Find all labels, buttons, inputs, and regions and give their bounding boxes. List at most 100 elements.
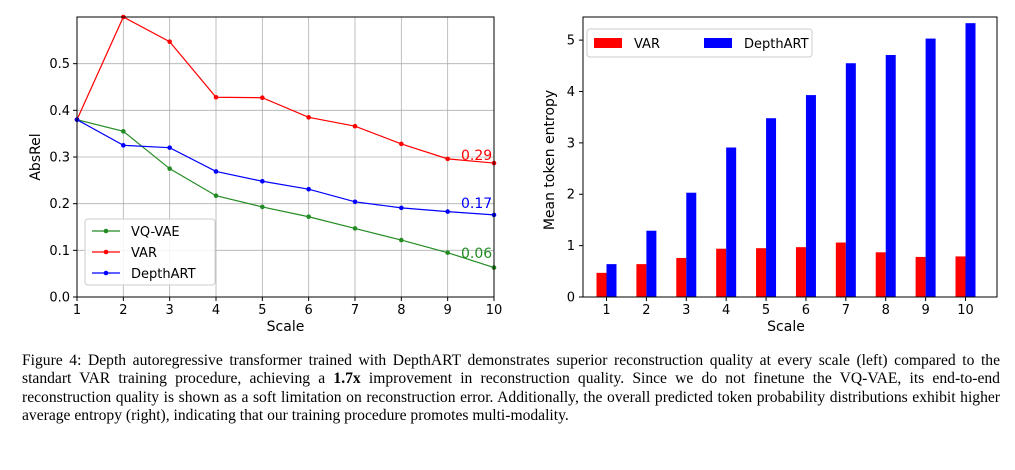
bar [845,63,856,298]
bar [925,38,936,298]
data-point [213,94,219,100]
y-tick-label: 3 [567,136,575,151]
bar [915,256,926,297]
data-point [306,115,311,120]
legend-label: VAR [131,246,157,261]
series-line [76,119,495,216]
x-tick-label: 1 [73,303,81,318]
y-tick-label: 0.2 [49,197,70,212]
bar [835,242,846,297]
annotation-label: 0.06 [461,246,492,262]
bar [646,230,657,297]
x-tick-label: 3 [166,303,174,318]
legend-box [84,218,216,286]
y-tick-label: 4 [567,85,575,100]
bar [875,252,886,297]
data-point [352,123,358,129]
bar [636,264,647,297]
data-point [213,169,219,174]
data-point [399,141,404,147]
data-point [445,156,450,162]
x-tick-label: 9 [921,303,929,318]
caption-text-start: Depth autoregressive transformer trained… [22,352,1000,388]
y-tick-label: 0.5 [49,57,70,72]
data-point [121,129,126,134]
bar [965,23,976,298]
bar [756,248,767,297]
annotation-label: 0.17 [461,196,492,212]
series-line [76,16,495,164]
plot-frame [582,16,998,298]
x-tick-label: 10 [486,303,503,318]
figure-canvas: 1 2 3 4 5 6 7 8 9 100.00.10.20.30.40.5ScaleAbsRel… [28,14,998,335]
bar [885,55,896,298]
series-line [76,119,495,269]
y-tick-label: 0.3 [49,151,70,166]
x-tick-label: 4 [722,303,730,318]
legend-swatch-marker [103,249,109,255]
x-axis-label: Scale [267,319,305,335]
bar [686,192,697,297]
y-tick-label: 5 [567,34,575,49]
data-point [399,237,404,243]
x-tick-label: 9 [444,303,452,318]
caption-text-end: improvement in reconstruction quality. S… [22,370,1000,424]
x-tick-label: 5 [258,303,266,318]
y-tick-label: 1 [567,239,575,254]
x-tick-label: 8 [397,303,405,318]
y-axis-label: Mean token entropy [542,90,558,230]
legend-swatch [594,38,622,48]
caption-bold-value: 1.7x [333,370,361,388]
bar [676,257,687,297]
bar [606,264,617,297]
bar [596,272,607,297]
legend-swatch-marker [103,228,109,234]
data-point [121,143,126,148]
data-point [306,214,311,220]
legend-label: DepthART [744,37,809,52]
bar [766,118,777,298]
x-tick-label: 7 [351,303,359,318]
data-point [260,204,265,210]
data-point [167,145,172,150]
x-tick-label: 6 [802,303,810,318]
y-tick-label: 0.0 [49,291,70,306]
legend-swatch [704,38,732,48]
legend-swatch-marker [103,270,109,276]
data-point [260,95,265,101]
y-tick-label: 0.4 [49,104,70,119]
x-tick-label: 6 [305,303,313,318]
y-tick-label: 2 [567,188,575,203]
x-tick-label: 7 [842,303,850,318]
figure-caption: Figure 4: Depth autoregressive transform… [22,352,1000,425]
bar [955,256,966,297]
legend-label: DepthART [131,267,196,282]
legend-label: VAR [634,37,660,52]
data-point [167,39,172,45]
y-axis-label: AbsRel [28,133,44,180]
x-tick-label: 2 [119,303,127,318]
data-point [445,250,450,255]
legend-label: VQ-VAE [131,225,180,240]
x-tick-label: 1 [602,303,610,318]
x-tick-label: 3 [682,303,690,318]
figure: 1 2 3 4 5 6 7 8 9 10 0.0 0.1 0.2 0.3 0.4 0.5 Scale AbsRel… [28,14,998,335]
x-axis-label: Scale [767,319,805,335]
data-point [352,226,358,231]
bar [805,95,816,298]
bar [726,147,737,297]
x-tick-label: 8 [882,303,890,318]
data-point [352,199,358,205]
bar [716,248,727,297]
data-point [306,186,311,192]
bar [795,247,806,297]
data-point [445,209,450,214]
y-tick-label: 0 [567,291,575,306]
data-point [260,178,265,184]
legend-box [586,28,813,58]
data-point [399,205,404,211]
x-tick-label: 10 [957,303,974,318]
x-tick-label: 5 [762,303,770,318]
x-tick-label: 4 [212,303,220,318]
